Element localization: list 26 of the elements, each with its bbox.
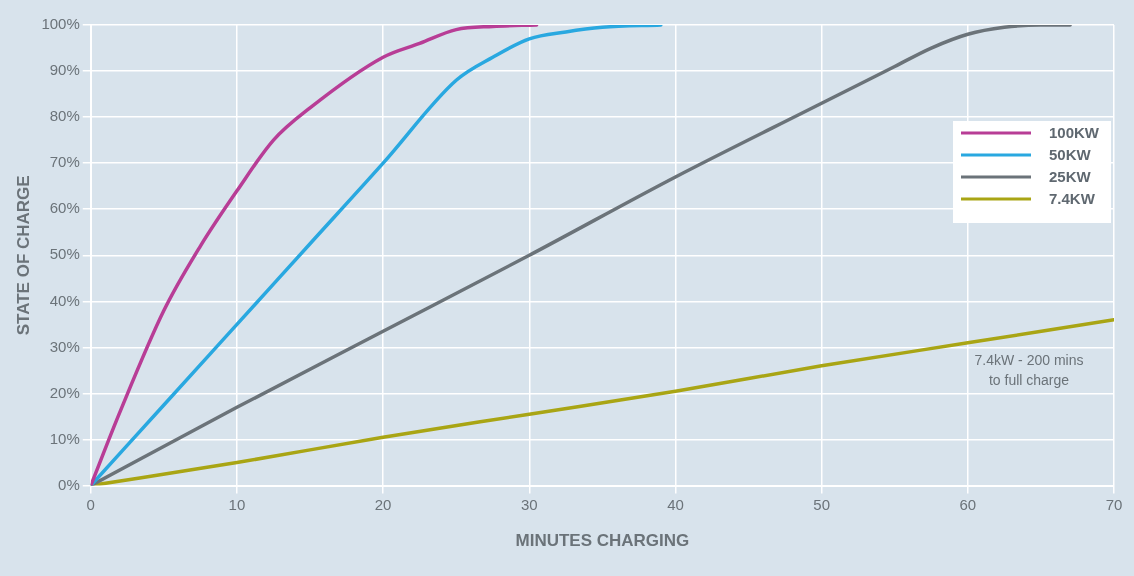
x-tick-label: 50 bbox=[813, 495, 830, 513]
y-tick-label: 100% bbox=[41, 15, 80, 33]
y-tick-label: 10% bbox=[49, 429, 80, 447]
y-tick-label: 50% bbox=[49, 245, 80, 263]
legend-label: 25KW bbox=[1049, 168, 1092, 186]
x-tick-label: 0 bbox=[86, 495, 95, 513]
x-tick-label: 20 bbox=[374, 495, 392, 513]
y-tick-label: 0% bbox=[58, 475, 80, 493]
y-tick-label: 40% bbox=[49, 291, 80, 309]
legend-label: 7.4KW bbox=[1049, 190, 1096, 208]
legend-label: 50KW bbox=[1049, 146, 1092, 164]
x-tick-label: 70 bbox=[1105, 495, 1123, 513]
y-tick-label: 20% bbox=[49, 383, 80, 401]
x-tick-label: 40 bbox=[667, 495, 684, 513]
y-tick-label: 90% bbox=[49, 61, 80, 79]
x-axis-title: MINUTES CHARGING bbox=[515, 531, 690, 551]
x-tick-label: 60 bbox=[959, 495, 977, 513]
y-tick-label: 60% bbox=[49, 199, 80, 217]
y-axis-title: STATE OF CHARGE bbox=[13, 175, 33, 336]
y-tick-label: 80% bbox=[49, 107, 80, 125]
legend-label: 100KW bbox=[1049, 124, 1100, 142]
annotation: 7.4kW - 200 mins to full charge bbox=[974, 352, 1084, 389]
x-tick-label: 10 bbox=[228, 495, 246, 513]
y-tick-label: 30% bbox=[49, 337, 80, 355]
y-tick-label: 70% bbox=[49, 153, 80, 171]
x-tick-label: 30 bbox=[520, 495, 538, 513]
